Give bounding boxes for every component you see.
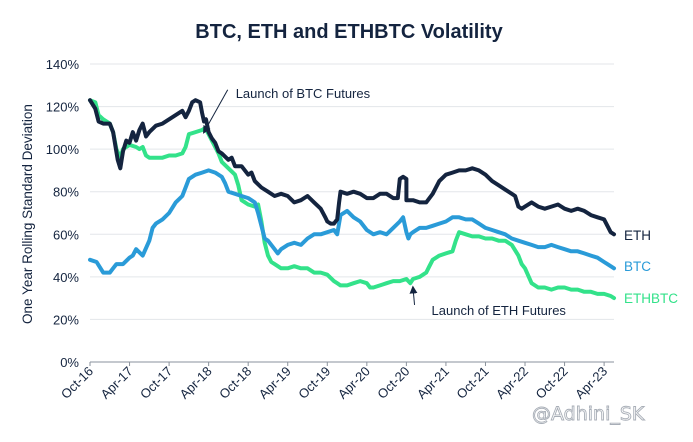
y-tick-label: 80% [53,185,79,200]
x-tick-label: Apr-23 [572,364,610,402]
watermark-text: @Adhini_SK [532,403,645,425]
series-label-eth: ETH [624,228,651,243]
x-tick-label: Apr-22 [493,364,531,402]
x-tick-label: Oct-22 [532,364,570,402]
series-label-btc: BTC [624,259,651,274]
x-tick-label: Apr-18 [177,364,215,402]
y-tick-label: 140% [46,57,80,72]
annotation-label-eth-futures: Launch of ETH Futures [432,303,567,318]
x-tick-label: Apr-17 [97,364,135,402]
y-axis-label: One Year Rolling Standard Deviation [20,104,35,324]
x-tick-label: Apr-19 [256,364,294,402]
x-tick-label: Oct-18 [216,364,254,402]
series-label-ethbtc: ETHBTC [624,291,678,306]
chart-title: BTC, ETH and ETHBTC Volatility [195,21,503,43]
annotation-arrow [203,89,229,134]
annotation-arrow [409,285,418,305]
x-axis-ticks: Oct-16 Apr-17 Oct-17 Apr-18 Oct-18 Apr-19 Oct-… [58,362,610,402]
y-tick-label: 0% [60,355,79,370]
y-tick-label: 100% [46,142,80,157]
x-tick-label: Oct-19 [295,364,333,402]
annotation-label-btc-futures: Launch of BTC Futures [236,86,371,101]
series-line-eth [88,98,616,237]
x-tick-label: Oct-17 [137,364,175,402]
x-tick-label: Apr-20 [335,364,373,402]
x-tick-label: Apr-21 [414,364,452,402]
x-tick-label: Oct-20 [374,364,412,402]
series-lines [88,98,616,301]
series-line-ethbtc [88,98,616,301]
y-axis-ticks: 0% 20% 40% 60% 80% 100% 120% 140% [46,57,80,370]
x-tick-label: Oct-21 [453,364,491,402]
y-tick-label: 20% [53,312,79,327]
y-tick-label: 60% [53,227,79,242]
y-tick-label: 120% [46,100,80,115]
series-line-btc [88,168,616,275]
y-tick-label: 40% [53,270,79,285]
annotations: Launch of BTC Futures Launch of ETH Futur… [203,86,567,318]
